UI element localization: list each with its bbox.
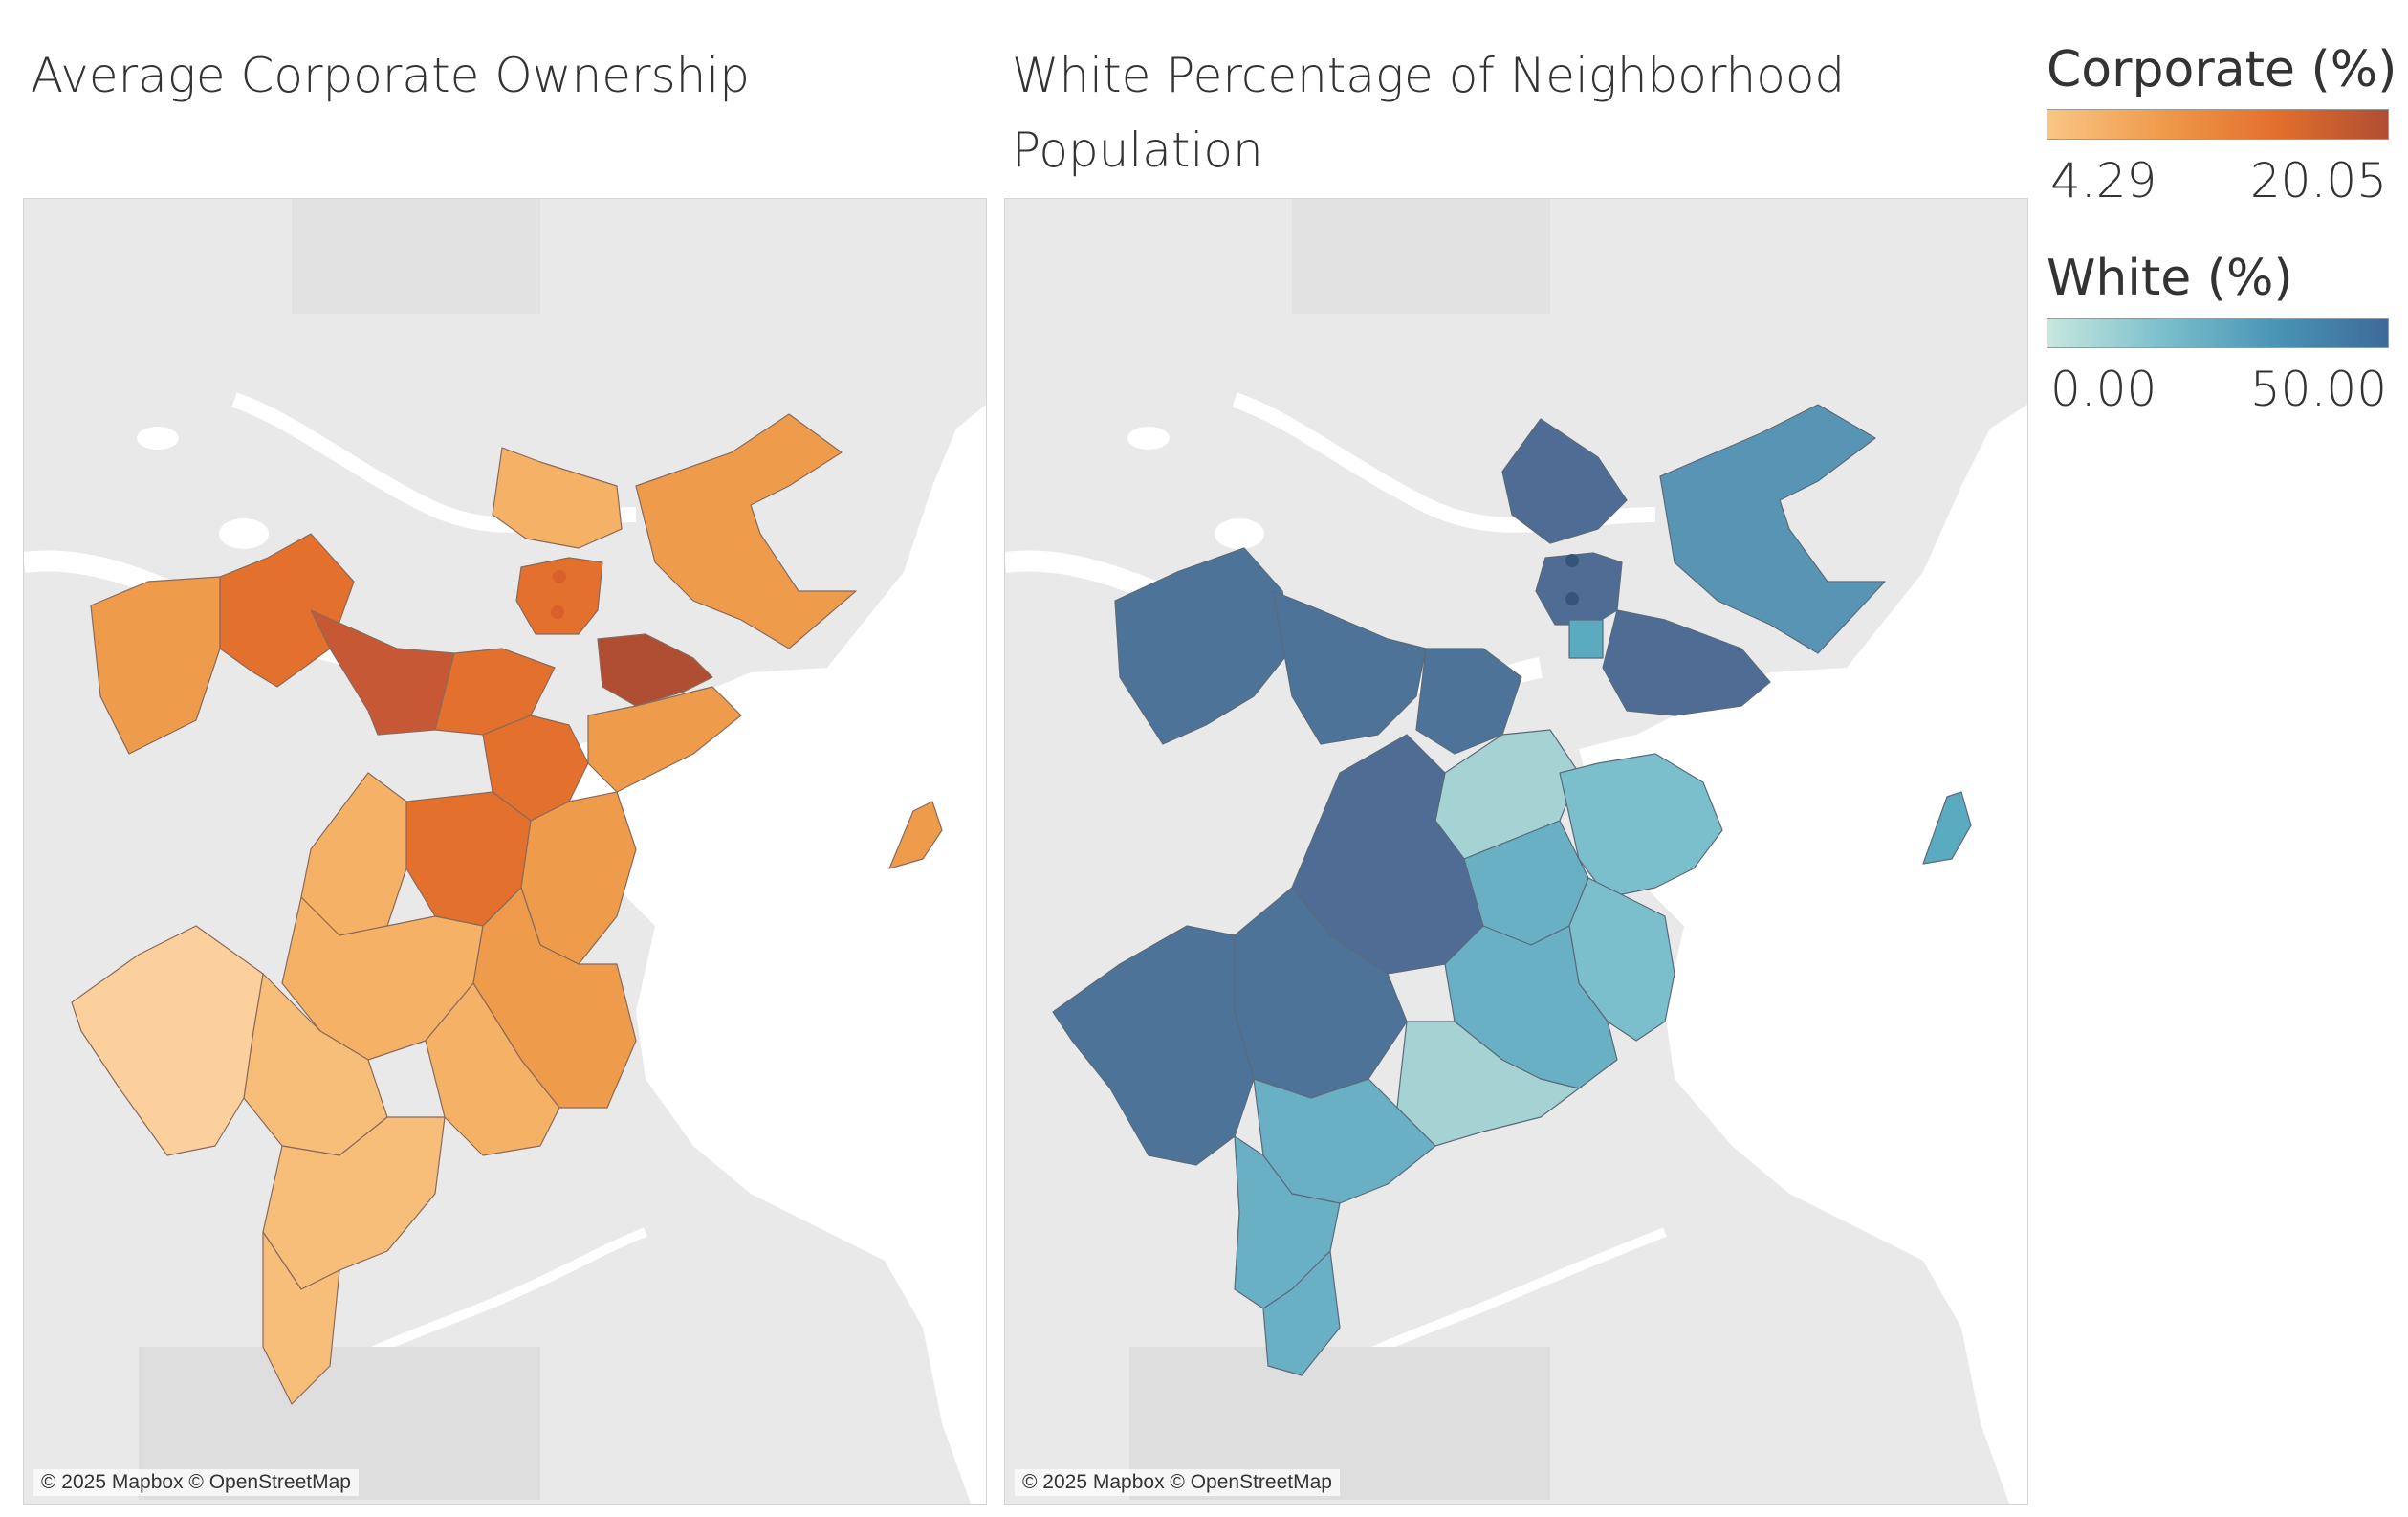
- white-percentage-neighborhoods: [1052, 404, 1972, 1376]
- fresh-pond: [1215, 518, 1264, 549]
- corporate-legend-range: 4.29 20.05: [2047, 153, 2391, 214]
- neighborhood-charlestown[interactable]: [492, 447, 623, 549]
- neighborhood-harbor-islands[interactable]: [888, 801, 943, 869]
- white-legend-range: 0.00 50.00: [2047, 362, 2391, 423]
- corporate-point-marker[interactable]: [551, 605, 564, 619]
- neighborhood-east-boston[interactable]: [635, 413, 857, 649]
- corporate-point-marker[interactable]: [553, 570, 566, 583]
- right-map-title: White Percentage of Neighborhood Populat…: [1012, 48, 1846, 178]
- corporate-ownership-map[interactable]: © 2025 Mapbox © OpenStreetMap: [23, 198, 987, 1505]
- neighborhood-mission-hill[interactable]: [300, 772, 407, 936]
- neighborhood-brighton-east[interactable]: [1272, 590, 1427, 745]
- neighborhood-mattapan[interactable]: [425, 982, 560, 1156]
- neighborhood-harbor-islands[interactable]: [1922, 791, 1972, 865]
- corporate-legend-max: 20.05: [2249, 153, 2387, 209]
- neighborhood-south-boston-waterfront[interactable]: [1602, 609, 1771, 716]
- white-legend-max: 50.00: [2249, 362, 2387, 417]
- white-legend-title: White (%): [2047, 250, 2293, 307]
- white-legend: White (%) 0.00 50.00: [2047, 245, 2391, 423]
- neighborhood-allston[interactable]: [90, 576, 221, 755]
- neighborhood-south-boston[interactable]: [1559, 753, 1723, 898]
- neighborhood-brighton-east[interactable]: [219, 533, 355, 688]
- neighborhood-fenway[interactable]: [310, 609, 460, 736]
- neighborhood-north-end[interactable]: [515, 557, 603, 635]
- middlesex-fells-park: [292, 199, 540, 314]
- neighborhood-south-boston[interactable]: [587, 686, 742, 793]
- neighborhood-charlestown[interactable]: [1501, 418, 1628, 544]
- fresh-pond: [219, 518, 269, 549]
- neighborhood-east-boston[interactable]: [1659, 404, 1886, 654]
- park-area: [693, 840, 923, 1012]
- white-color-ramp: [2047, 318, 2389, 348]
- park-area: [1713, 840, 1961, 1012]
- middlesex-fells-park: [1292, 199, 1550, 314]
- neighborhood-readville[interactable]: [1262, 1250, 1341, 1376]
- white-point-marker[interactable]: [1565, 592, 1579, 605]
- corporate-neighborhoods: [71, 413, 943, 1405]
- corporate-color-ramp: [2047, 109, 2389, 140]
- map-attribution[interactable]: © 2025 Mapbox © OpenStreetMap: [1015, 1469, 1340, 1496]
- neighborhood-downtown[interactable]: [1568, 619, 1604, 659]
- neighborhood-allston[interactable]: [1114, 547, 1293, 745]
- spy-pond: [137, 427, 179, 450]
- white-percentage-map-canvas: [1005, 199, 2027, 1504]
- neighborhood-west-roxbury[interactable]: [1052, 925, 1255, 1166]
- neighborhood-readville[interactable]: [262, 1231, 340, 1405]
- neighborhood-south-boston-waterfront[interactable]: [597, 633, 713, 707]
- corporate-legend-title: Corporate (%): [2047, 41, 2397, 99]
- corporate-ownership-map-canvas: [24, 199, 986, 1504]
- map-attribution[interactable]: © 2025 Mapbox © OpenStreetMap: [33, 1469, 359, 1496]
- white-percentage-map[interactable]: © 2025 Mapbox © OpenStreetMap: [1004, 198, 2028, 1505]
- left-map-title: Average Corporate Ownership: [31, 48, 750, 103]
- neighborhood-north-end[interactable]: [1535, 552, 1623, 626]
- corporate-legend-min: 4.29: [2050, 153, 2157, 209]
- white-point-marker[interactable]: [1565, 554, 1579, 567]
- corporate-legend: Corporate (%) 4.29 20.05: [2047, 36, 2397, 214]
- white-legend-min: 0.00: [2050, 362, 2157, 417]
- spy-pond: [1127, 427, 1170, 450]
- neighborhood-west-roxbury[interactable]: [71, 925, 264, 1156]
